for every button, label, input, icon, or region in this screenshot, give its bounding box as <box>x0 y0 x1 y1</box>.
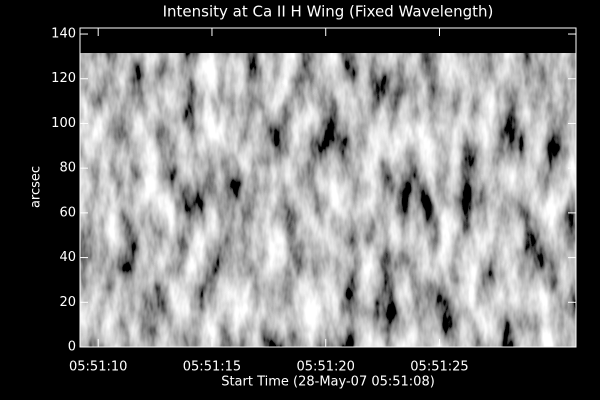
y-tick-label: 120 <box>51 71 76 86</box>
y-tick-label: 40 <box>59 250 76 265</box>
x-tick-label: 05:51:15 <box>183 360 241 375</box>
intensity-image <box>80 53 576 347</box>
y-tick-label: 20 <box>59 295 76 310</box>
plot-frame <box>79 27 577 348</box>
y-tick-label: 80 <box>59 161 76 176</box>
y-axis-label: arcsec <box>29 166 44 208</box>
chart-title: Intensity at Ca II H Wing (Fixed Wavelen… <box>163 3 494 21</box>
x-tick-label: 05:51:10 <box>69 360 127 375</box>
y-tick-label: 0 <box>68 340 76 355</box>
x-tick-label: 05:51:25 <box>410 360 468 375</box>
y-tick-label: 100 <box>51 116 76 131</box>
y-tick-label: 60 <box>59 205 76 220</box>
x-axis-label: Start Time (28-May-07 05:51:08) <box>221 375 435 390</box>
y-tick-label: 140 <box>51 27 76 42</box>
x-tick-label: 05:51:20 <box>297 360 355 375</box>
